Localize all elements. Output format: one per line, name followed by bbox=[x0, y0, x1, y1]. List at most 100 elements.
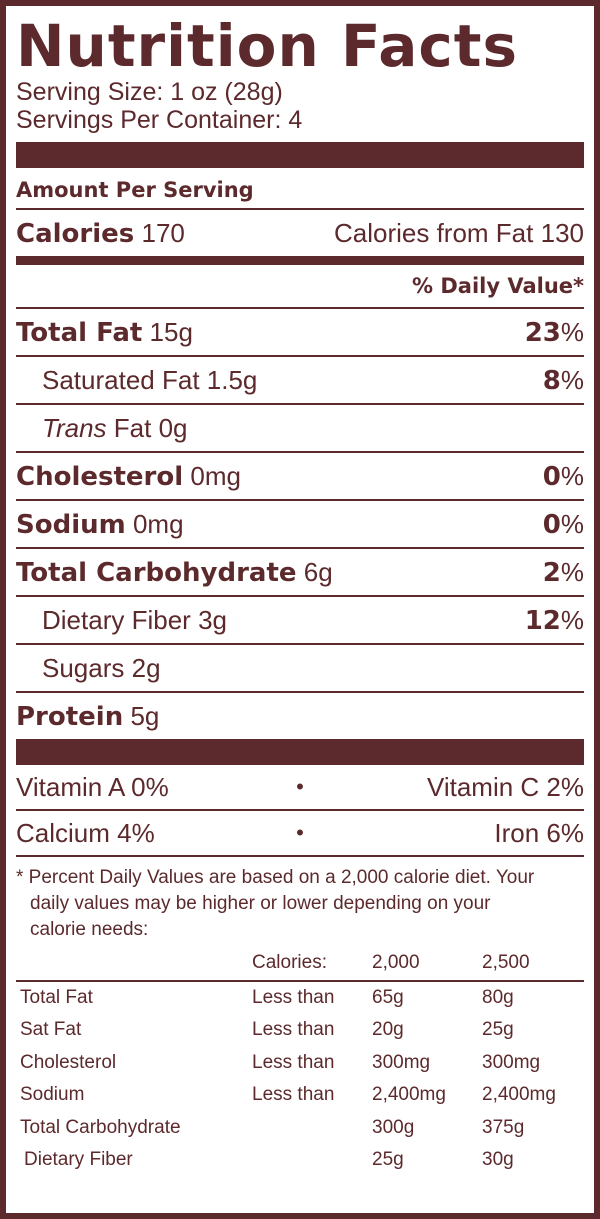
bullet-separator: • bbox=[296, 774, 304, 799]
nutrient-percent: 2% bbox=[543, 557, 584, 588]
table-cell: 65g bbox=[372, 986, 404, 1008]
nutrient-row-saturated-fat: Saturated Fat 1.5g 8% bbox=[16, 357, 584, 405]
vitamin-left: Calcium 4% bbox=[16, 817, 155, 848]
nutrient-row-total-fat: Total Fat 15g 23% bbox=[16, 309, 584, 357]
nutrient-name-wrap: Saturated Fat 1.5g bbox=[42, 365, 257, 396]
nutrient-row-trans-fat: Trans Fat 0g bbox=[16, 405, 584, 453]
thick-divider bbox=[16, 142, 584, 168]
table-row: Dietary Fiber 25g 30g bbox=[16, 1144, 584, 1177]
table-cell: Less than bbox=[252, 986, 335, 1008]
vitamin-row: Calcium 4% • Iron 6% bbox=[16, 811, 584, 857]
percent-sign: % bbox=[560, 316, 584, 347]
footnote-line: daily values may be higher or lower depe… bbox=[30, 893, 491, 914]
label-title: Nutrition Facts bbox=[16, 12, 518, 80]
nutrient-name: Saturated Fat bbox=[42, 364, 200, 395]
nutrient-name-wrap: Sugars 2g bbox=[42, 653, 161, 684]
percent-number: 2 bbox=[542, 557, 561, 588]
table-cell: Less than bbox=[252, 1019, 335, 1041]
nutrient-amount: 2g bbox=[131, 652, 161, 683]
table-cell: 2,500 bbox=[482, 947, 584, 982]
daily-value-header: % Daily Value* bbox=[16, 265, 584, 309]
nutrient-row-cholesterol: Cholesterol 0mg 0% bbox=[16, 453, 584, 501]
reference-table: Calories: 2,000 2,500 Total Fat Less tha… bbox=[16, 947, 584, 1177]
nutrient-name: Cholesterol bbox=[16, 461, 184, 492]
table-cell: 300mg bbox=[482, 1051, 541, 1073]
table-cell: Sodium bbox=[20, 1084, 85, 1106]
table-cell: 80g bbox=[482, 986, 514, 1008]
table-cell: 30g bbox=[482, 1149, 514, 1171]
nutrient-name: Total Fat bbox=[16, 317, 143, 348]
table-row: Sat Fat Less than 20g 25g bbox=[16, 1014, 584, 1047]
nutrient-row-sodium: Sodium 0mg 0% bbox=[16, 501, 584, 549]
table-cell: Less than bbox=[252, 1051, 335, 1073]
calories-label: Calories bbox=[16, 218, 135, 249]
nutrient-name: Sodium bbox=[16, 509, 126, 540]
percent-number: 0 bbox=[542, 461, 561, 492]
vitamin-right: Vitamin C 2% bbox=[426, 771, 584, 802]
nutrient-amount: 0mg bbox=[190, 460, 241, 491]
vitamin-right: Iron 6% bbox=[494, 817, 584, 848]
footnote-line: calorie needs: bbox=[30, 919, 149, 940]
bullet-separator: • bbox=[296, 820, 304, 845]
table-cell: Dietary Fiber bbox=[24, 1149, 133, 1171]
table-row: Total Fat Less than 65g 80g bbox=[16, 981, 584, 1015]
percent-sign: % bbox=[560, 364, 584, 395]
nutrient-name-italic: Trans bbox=[42, 412, 107, 443]
nutrient-name: Protein bbox=[16, 701, 124, 732]
percent-sign: % bbox=[560, 460, 584, 491]
table-cell: Total Fat bbox=[20, 986, 93, 1008]
nutrient-percent: 0% bbox=[543, 461, 584, 492]
nutrient-row-protein: Protein 5g bbox=[16, 693, 584, 739]
table-cell: Total Carbohydrate bbox=[20, 1116, 181, 1138]
calories-value: 170 bbox=[141, 217, 185, 248]
nutrient-row-sugars: Sugars 2g bbox=[16, 645, 584, 693]
nutrient-percent: 23% bbox=[525, 317, 584, 348]
table-cell: 300g bbox=[372, 1116, 415, 1138]
nutrient-name-wrap: Sodium 0mg bbox=[16, 509, 184, 540]
nutrient-percent: 8% bbox=[543, 365, 584, 396]
amount-per-serving: Amount Per Serving bbox=[16, 168, 584, 210]
nutrient-name: Dietary Fiber bbox=[42, 604, 191, 635]
calories-from-fat-label: Calories from Fat bbox=[333, 217, 534, 248]
calories-from-fat: Calories from Fat 130 bbox=[334, 218, 584, 249]
table-cell: 2,400mg bbox=[372, 1084, 446, 1106]
nutrient-row-total-carbohydrate: Total Carbohydrate 6g 2% bbox=[16, 549, 584, 597]
nutrient-name: Sugars bbox=[42, 652, 125, 683]
nutrient-name-wrap: Protein 5g bbox=[16, 701, 159, 732]
table-row: Sodium Less than 2,400mg 2,400mg bbox=[16, 1079, 584, 1112]
table-cell bbox=[252, 1144, 372, 1177]
table-cell: 25g bbox=[482, 1019, 514, 1041]
percent-sign: % bbox=[560, 604, 584, 635]
table-cell: 25g bbox=[372, 1149, 404, 1171]
percent-sign: % bbox=[560, 508, 584, 539]
nutrient-amount: 0g bbox=[158, 412, 188, 443]
nutrient-percent: 12% bbox=[525, 605, 584, 636]
nutrient-name: Total Carbohydrate bbox=[16, 557, 297, 588]
nutrient-amount: 0mg bbox=[132, 508, 184, 539]
servings-per-container: Servings Per Container: 4 bbox=[16, 106, 303, 134]
footnote-line: * Percent Daily Values are based on a 2,… bbox=[16, 867, 535, 888]
nutrient-name: Fat bbox=[113, 412, 152, 443]
nutrient-amount: 3g bbox=[198, 604, 227, 635]
table-cell: 375g bbox=[482, 1116, 525, 1138]
vitamin-left: Vitamin A 0% bbox=[16, 771, 169, 802]
percent-number: 8 bbox=[542, 365, 561, 396]
table-cell: 300mg bbox=[372, 1051, 431, 1073]
table-cell: Calories: bbox=[252, 947, 372, 982]
nutrient-name-wrap: Cholesterol 0mg bbox=[16, 461, 241, 492]
nutrient-name-wrap: Trans Fat 0g bbox=[42, 413, 188, 444]
medium-divider bbox=[16, 256, 584, 265]
daily-value-footnote: * Percent Daily Values are based on a 2,… bbox=[16, 857, 584, 947]
percent-number: 12 bbox=[524, 605, 561, 636]
nutrient-name-wrap: Dietary Fiber 3g bbox=[42, 605, 227, 636]
nutrient-amount: 6g bbox=[303, 556, 333, 587]
calories-row: Calories 170 Calories from Fat 130 bbox=[16, 210, 584, 256]
table-cell: Sat Fat bbox=[20, 1019, 82, 1041]
percent-number: 0 bbox=[542, 509, 561, 540]
table-cell bbox=[16, 947, 252, 982]
table-cell: 2,000 bbox=[372, 947, 482, 982]
nutrient-name-wrap: Total Fat 15g bbox=[16, 317, 193, 348]
reference-table-header: Calories: 2,000 2,500 bbox=[16, 947, 584, 982]
table-row: Cholesterol Less than 300mg 300mg bbox=[16, 1047, 584, 1080]
